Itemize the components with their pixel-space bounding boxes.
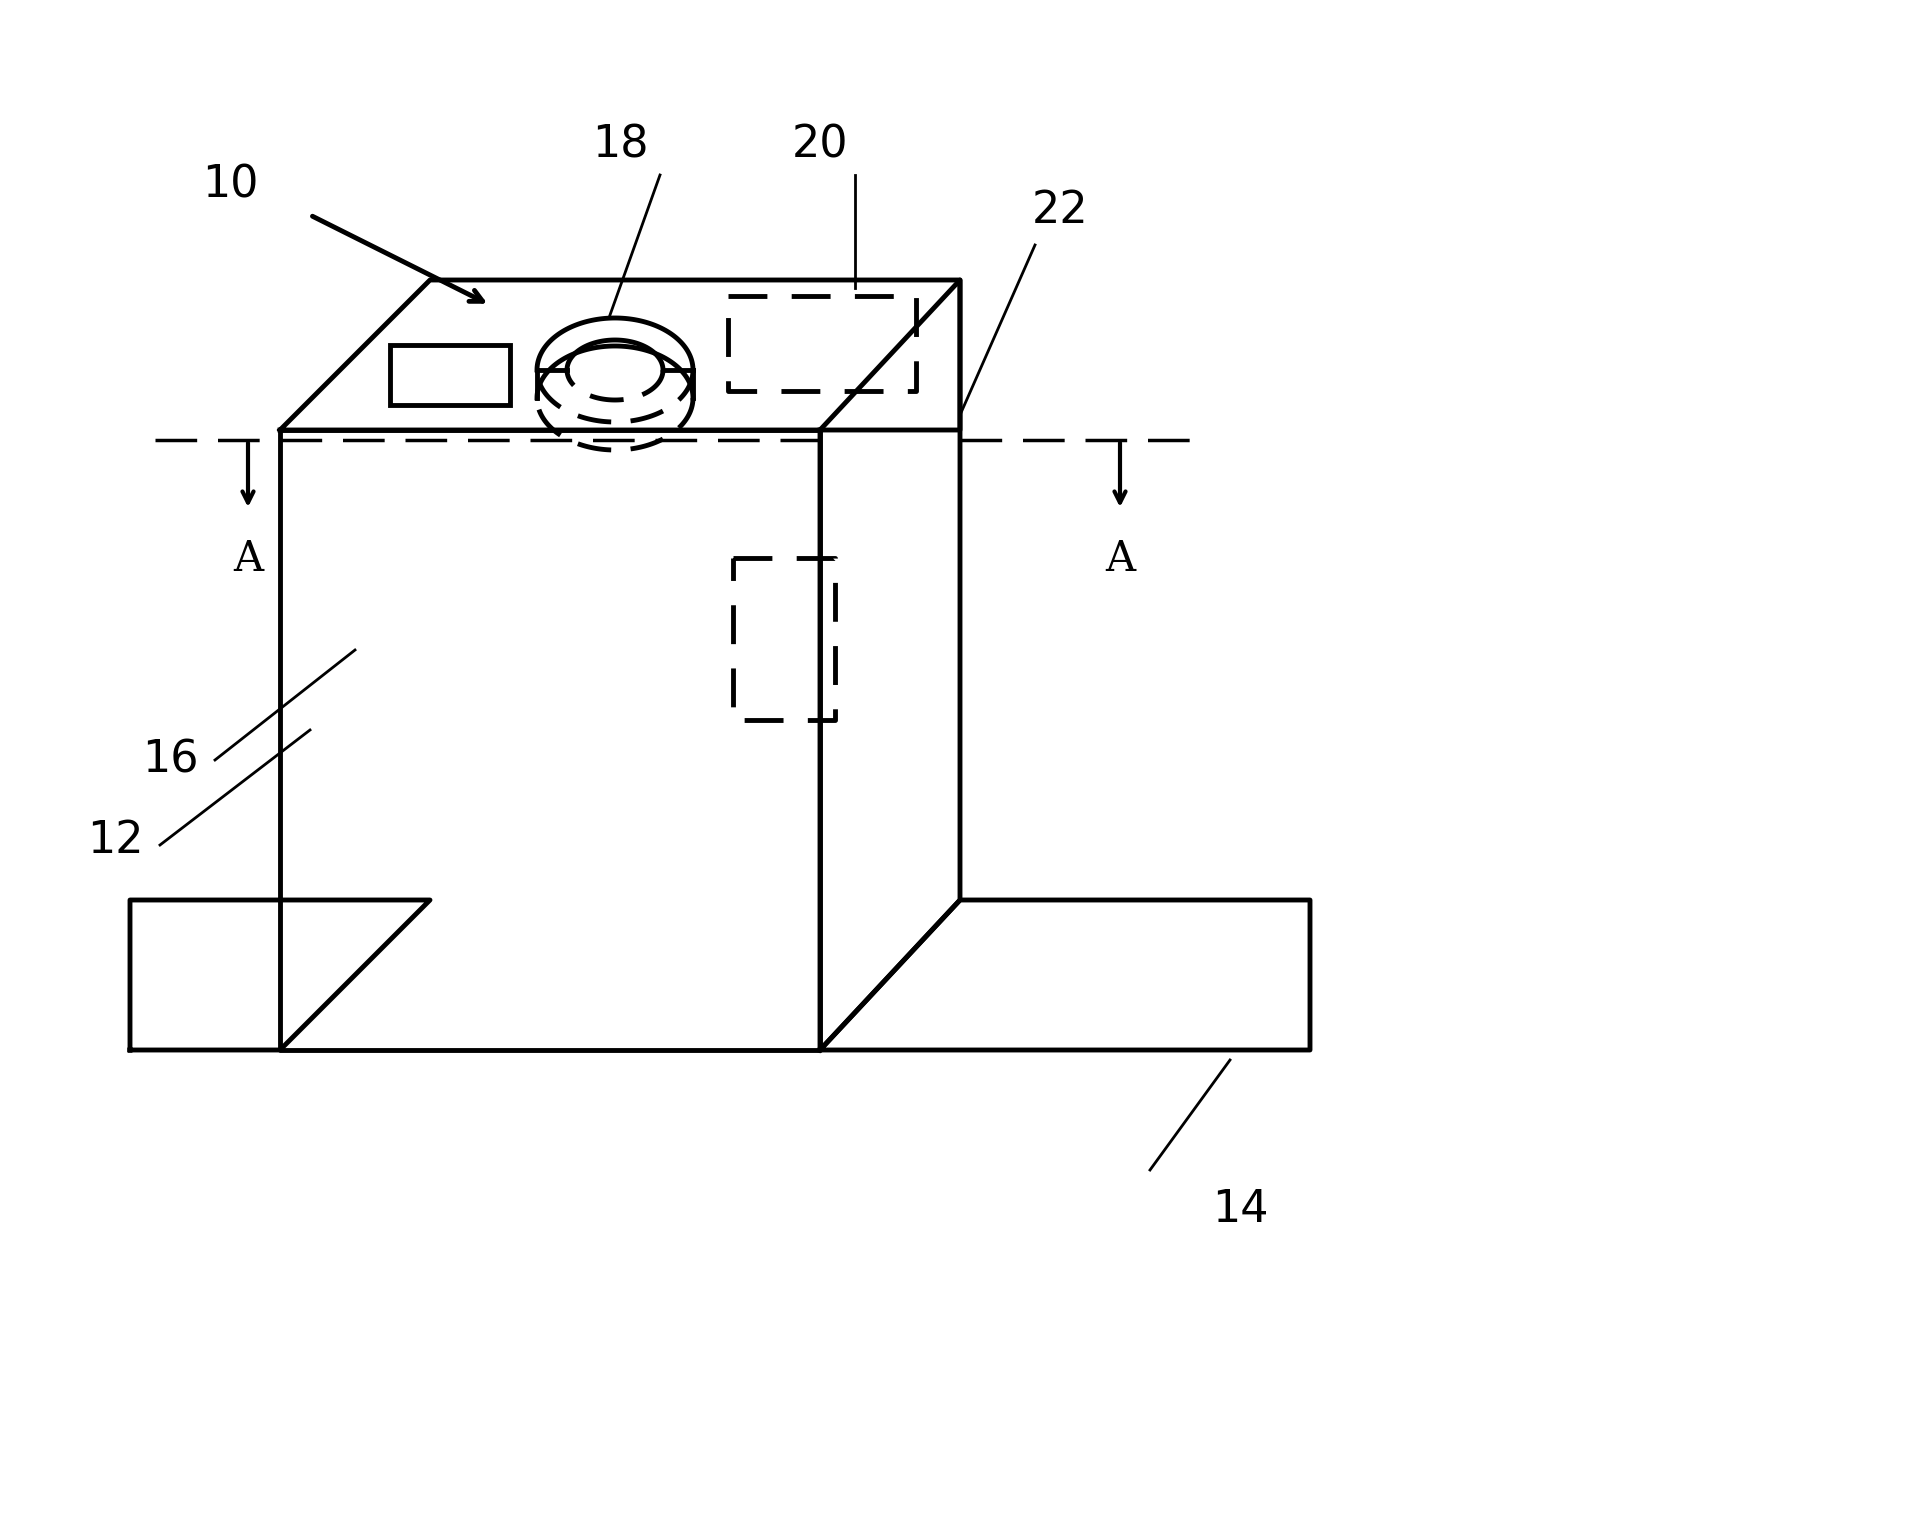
- Text: A: A: [232, 538, 263, 580]
- Text: 22: 22: [1031, 188, 1089, 232]
- Text: 16: 16: [142, 738, 198, 782]
- Text: 10: 10: [202, 164, 259, 206]
- Text: A: A: [1104, 538, 1135, 580]
- Text: 14: 14: [1212, 1188, 1269, 1232]
- Bar: [390, 345, 511, 405]
- Text: 18: 18: [591, 124, 649, 167]
- Text: 20: 20: [791, 124, 849, 167]
- Text: 12: 12: [86, 818, 144, 862]
